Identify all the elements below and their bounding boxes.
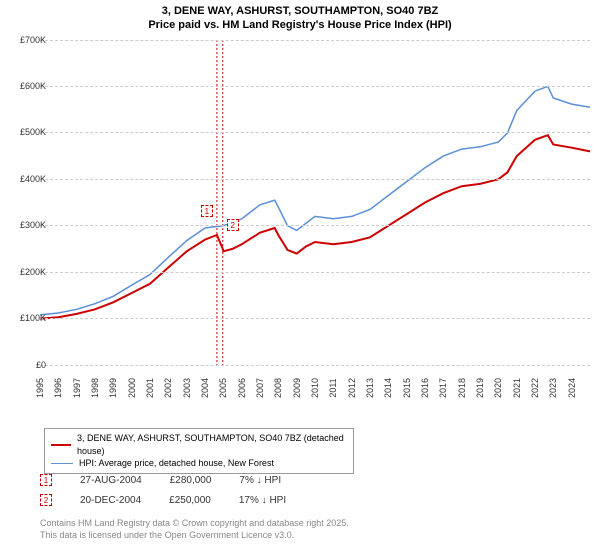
x-axis-label: 2000 <box>127 378 137 398</box>
x-axis-label: 2010 <box>310 378 320 398</box>
y-gridline <box>40 272 590 273</box>
x-axis-label: 1995 <box>35 378 45 398</box>
footer-attribution: Contains HM Land Registry data © Crown c… <box>40 518 349 541</box>
x-axis-label: 2017 <box>438 378 448 398</box>
legend-label: HPI: Average price, detached house, New … <box>79 457 274 470</box>
y-axis-label: £400K <box>20 174 46 184</box>
sale-row: 1 27-AUG-2004 £280,000 7% ↓ HPI <box>40 470 286 490</box>
legend-item-property: 3, DENE WAY, ASHURST, SOUTHAMPTON, SO40 … <box>51 432 347 457</box>
sale-price: £280,000 <box>170 475 212 486</box>
title-line-1: 3, DENE WAY, ASHURST, SOUTHAMPTON, SO40 … <box>0 4 600 18</box>
y-axis-label: £700K <box>20 35 46 45</box>
series-hpi <box>40 86 590 315</box>
sale-diff: 17% ↓ HPI <box>239 495 286 506</box>
x-axis-label: 2012 <box>347 378 357 398</box>
y-axis-label: £0 <box>36 360 46 370</box>
y-axis-label: £200K <box>20 267 46 277</box>
legend-swatch <box>51 444 71 446</box>
x-axis-label: 2004 <box>200 378 210 398</box>
x-axis-label: 2005 <box>218 378 228 398</box>
sales-table: 1 27-AUG-2004 £280,000 7% ↓ HPI 2 20-DEC… <box>40 470 286 510</box>
y-axis-label: £300K <box>20 220 46 230</box>
sale-marker-icon: 1 <box>40 474 52 486</box>
legend: 3, DENE WAY, ASHURST, SOUTHAMPTON, SO40 … <box>44 428 354 474</box>
y-gridline <box>40 40 590 41</box>
x-axis-label: 2007 <box>255 378 265 398</box>
chart-title: 3, DENE WAY, ASHURST, SOUTHAMPTON, SO40 … <box>0 0 600 35</box>
sale-row: 2 20-DEC-2004 £250,000 17% ↓ HPI <box>40 490 286 510</box>
x-axis-label: 2009 <box>292 378 302 398</box>
sale-date: 20-DEC-2004 <box>80 495 141 506</box>
x-axis-label: 2022 <box>530 378 540 398</box>
title-line-2: Price paid vs. HM Land Registry's House … <box>0 18 600 32</box>
x-axis-label: 2001 <box>145 378 155 398</box>
footer-line-2: This data is licensed under the Open Gov… <box>40 530 349 542</box>
y-gridline <box>40 225 590 226</box>
x-axis-label: 2006 <box>237 378 247 398</box>
x-axis-label: 1999 <box>108 378 118 398</box>
y-axis-label: £100K <box>20 313 46 323</box>
x-axis-label: 2003 <box>182 378 192 398</box>
x-axis-label: 2011 <box>328 378 338 397</box>
y-axis-label: £600K <box>20 81 46 91</box>
x-axis-label: 2008 <box>273 378 283 398</box>
sale-date: 27-AUG-2004 <box>80 475 142 486</box>
x-axis-label: 1998 <box>90 378 100 398</box>
x-axis-label: 2023 <box>548 378 558 398</box>
y-gridline <box>40 86 590 87</box>
x-axis-label: 2018 <box>457 378 467 398</box>
y-gridline <box>40 179 590 180</box>
plot-region: 12 <box>40 40 590 365</box>
legend-item-hpi: HPI: Average price, detached house, New … <box>51 457 347 470</box>
x-axis-label: 2021 <box>512 378 522 398</box>
sale-marker-box: 1 <box>201 205 213 217</box>
legend-swatch <box>51 463 73 464</box>
sale-price: £250,000 <box>169 495 211 506</box>
x-axis-label: 1997 <box>72 378 82 398</box>
x-axis-label: 2014 <box>383 378 393 398</box>
x-axis-label: 2024 <box>567 378 577 398</box>
x-axis-label: 2019 <box>475 378 485 398</box>
y-gridline <box>40 132 590 133</box>
y-gridline <box>40 318 590 319</box>
x-axis-label: 2002 <box>163 378 173 398</box>
legend-label: 3, DENE WAY, ASHURST, SOUTHAMPTON, SO40 … <box>77 432 347 457</box>
x-axis-label: 2013 <box>365 378 375 398</box>
sale-marker-box: 2 <box>227 219 239 231</box>
sale-diff: 7% ↓ HPI <box>239 475 281 486</box>
footer-line-1: Contains HM Land Registry data © Crown c… <box>40 518 349 530</box>
x-axis-label: 1996 <box>53 378 63 398</box>
line-layer <box>40 40 590 365</box>
x-axis-label: 2015 <box>402 378 412 398</box>
sale-marker-icon: 2 <box>40 494 52 506</box>
x-axis-label: 2020 <box>493 378 503 398</box>
y-gridline <box>40 365 590 366</box>
y-axis-label: £500K <box>20 127 46 137</box>
chart-area: 12 £0£100K£200K£300K£400K£500K£600K£700K… <box>0 35 600 415</box>
x-axis-label: 2016 <box>420 378 430 398</box>
